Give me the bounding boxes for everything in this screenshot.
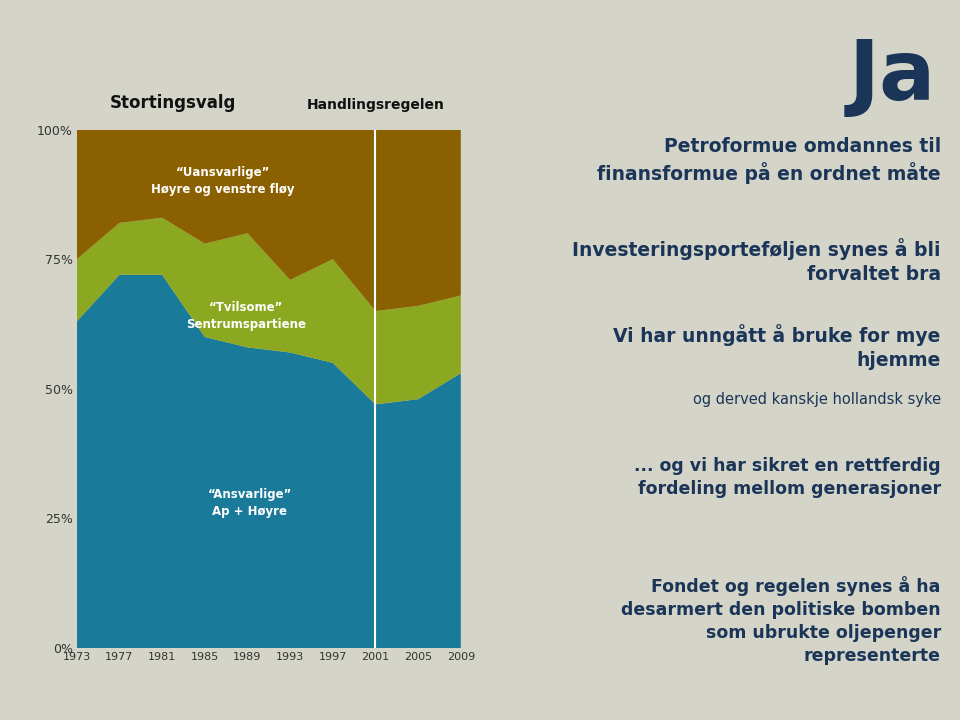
Text: Vi har unngått å bruke for mye
hjemme: Vi har unngått å bruke for mye hjemme — [613, 324, 941, 370]
Text: Investeringsporteføljen synes å bli
forvaltet bra: Investeringsporteføljen synes å bli forv… — [572, 238, 941, 284]
Text: “Ansvarlige”
Ap + Høyre: “Ansvarlige” Ap + Høyre — [207, 488, 292, 518]
Text: Ja: Ja — [849, 36, 936, 117]
Text: Petroformue omdannes til
finansformue på en ordnet måte: Petroformue omdannes til finansformue på… — [597, 137, 941, 184]
Text: Handlingsregelen: Handlingsregelen — [306, 98, 444, 112]
Text: “Tvilsome”
Sentrumspartiene: “Tvilsome” Sentrumspartiene — [185, 301, 305, 331]
Text: Fondet og regelen synes å ha
desarmert den politiske bomben
som ubrukte oljepeng: Fondet og regelen synes å ha desarmert d… — [621, 576, 941, 665]
Text: Stortingsvalg: Stortingsvalg — [109, 94, 236, 112]
Text: “Uansvarlige”
Høyre og venstre fløy: “Uansvarlige” Høyre og venstre fløy — [151, 166, 295, 197]
Text: ... og vi har sikret en rettferdig
fordeling mellom generasjoner: ... og vi har sikret en rettferdig forde… — [635, 457, 941, 498]
Text: og derved kanskje hollandsk syke: og derved kanskje hollandsk syke — [693, 392, 941, 408]
